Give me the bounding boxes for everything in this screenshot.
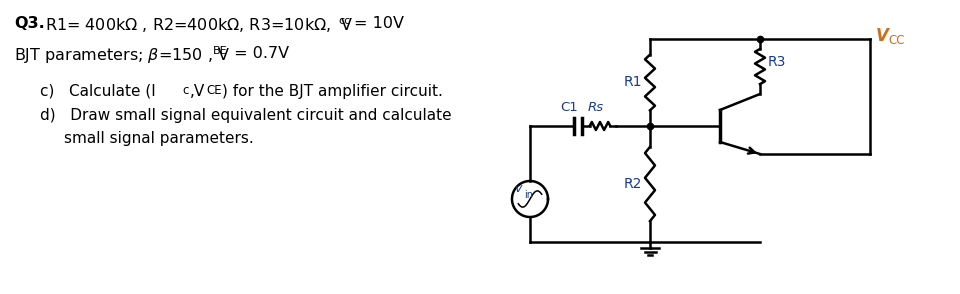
Text: V: V	[876, 27, 889, 45]
Text: d)   Draw small signal equivalent circuit and calculate: d) Draw small signal equivalent circuit …	[40, 108, 451, 123]
Text: R1= 400k$\Omega$ , R2=400k$\Omega$, R3=10k$\Omega$,  V: R1= 400k$\Omega$ , R2=400k$\Omega$, R3=1…	[45, 16, 353, 34]
Text: = 0.7V: = 0.7V	[229, 46, 289, 61]
Text: CE: CE	[206, 84, 222, 97]
Text: ) for the BJT amplifier circuit.: ) for the BJT amplifier circuit.	[222, 84, 443, 99]
Text: c)   Calculate (I: c) Calculate (I	[40, 84, 156, 99]
Text: c: c	[182, 84, 188, 97]
Text: C1: C1	[560, 101, 578, 114]
Text: Q3.: Q3.	[14, 16, 45, 31]
Text: cc: cc	[338, 16, 350, 26]
Text: BE: BE	[213, 46, 228, 56]
Text: BJT parameters; $\beta$=150 , V: BJT parameters; $\beta$=150 , V	[14, 46, 230, 65]
Text: ,V: ,V	[190, 84, 205, 99]
Text: R2: R2	[624, 177, 642, 191]
Text: R3: R3	[768, 56, 786, 69]
Text: v: v	[514, 183, 521, 196]
Text: R1: R1	[624, 76, 642, 89]
Text: = 10V: = 10V	[354, 16, 404, 31]
Text: Rs: Rs	[588, 101, 604, 114]
Text: in: in	[524, 190, 533, 200]
Text: CC: CC	[888, 34, 904, 48]
Text: small signal parameters.: small signal parameters.	[64, 131, 253, 146]
